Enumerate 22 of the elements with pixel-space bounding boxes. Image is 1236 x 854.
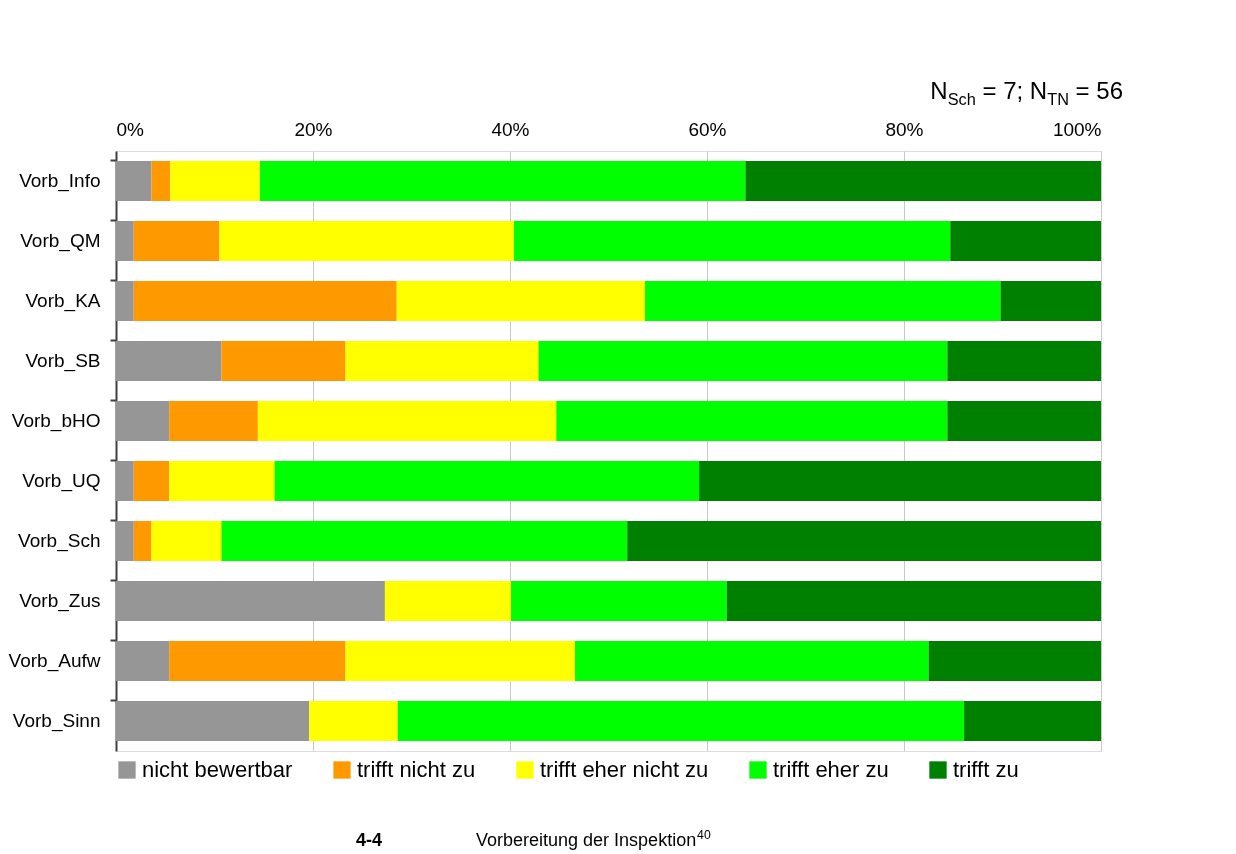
y-tick-label: Vorb_Info — [19, 170, 101, 192]
y-tick-label: Vorb_Zus — [19, 590, 101, 612]
legend-label: trifft eher nicht zu — [540, 757, 709, 782]
y-tick-label: Vorb_UQ — [22, 470, 101, 492]
x-tick-label: 60% — [688, 118, 727, 140]
y-tick-label: Vorb_Sch — [18, 530, 101, 552]
x-tick-label: 0% — [116, 118, 145, 140]
legend-label: trifft zu — [953, 757, 1019, 782]
y-tick-label: Vorb_QM — [20, 230, 101, 252]
y-tick-label: Vorb_KA — [25, 290, 101, 312]
y-tick-label: Vorb_Aufw — [8, 650, 101, 672]
x-tick-label: 20% — [294, 118, 333, 140]
y-tick-label: Vorb_bHO — [11, 410, 101, 432]
x-tick-label: 80% — [885, 118, 924, 140]
legend-label: nicht bewertbar — [142, 757, 293, 782]
x-tick-label: 40% — [491, 118, 530, 140]
y-tick-label: Vorb_Sinn — [12, 710, 101, 732]
x-tick-label: 100% — [1052, 118, 1102, 140]
y-tick-label: Vorb_SB — [25, 350, 101, 372]
legend-label: trifft eher zu — [773, 757, 889, 782]
legend-label: trifft nicht zu — [357, 757, 476, 782]
text: 4-4 — [356, 830, 383, 850]
